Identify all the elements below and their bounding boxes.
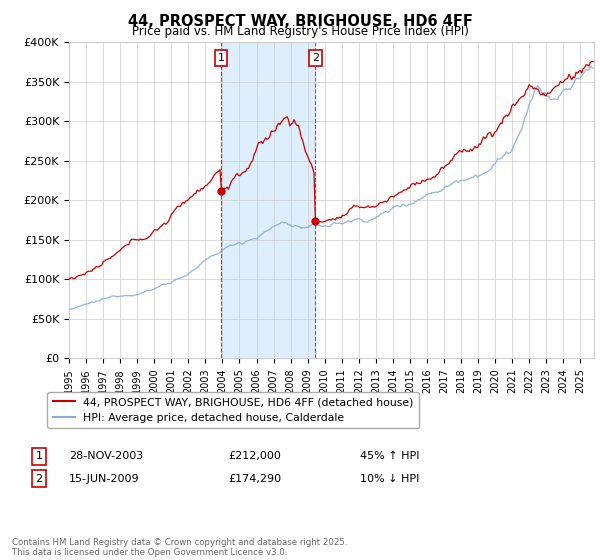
Text: 28-NOV-2003: 28-NOV-2003	[69, 451, 143, 461]
Bar	[221, 42, 316, 358]
Text: 10% ↓ HPI: 10% ↓ HPI	[360, 474, 419, 484]
Legend: 44, PROSPECT WAY, BRIGHOUSE, HD6 4FF (detached house), HPI: Average price, detac: 44, PROSPECT WAY, BRIGHOUSE, HD6 4FF (de…	[47, 392, 419, 428]
Text: Contains HM Land Registry data © Crown copyright and database right 2025.
This d: Contains HM Land Registry data © Crown c…	[12, 538, 347, 557]
Text: 44, PROSPECT WAY, BRIGHOUSE, HD6 4FF: 44, PROSPECT WAY, BRIGHOUSE, HD6 4FF	[128, 14, 472, 29]
Text: 45% ↑ HPI: 45% ↑ HPI	[360, 451, 419, 461]
Text: 1: 1	[35, 451, 43, 461]
Text: 2: 2	[312, 53, 319, 63]
Text: 15-JUN-2009: 15-JUN-2009	[69, 474, 140, 484]
Text: £212,000: £212,000	[228, 451, 281, 461]
Text: 2: 2	[35, 474, 43, 484]
Text: £174,290: £174,290	[228, 474, 281, 484]
Text: 1: 1	[218, 53, 224, 63]
Text: Price paid vs. HM Land Registry's House Price Index (HPI): Price paid vs. HM Land Registry's House …	[131, 25, 469, 38]
